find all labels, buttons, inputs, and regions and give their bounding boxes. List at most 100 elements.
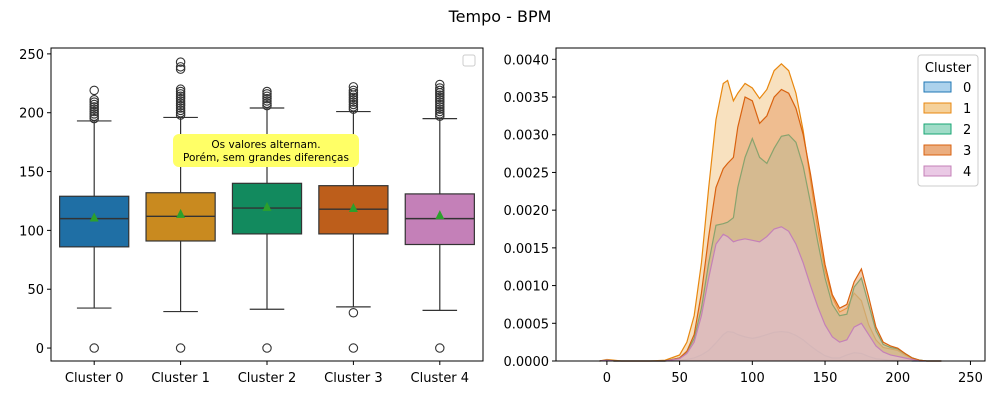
right-x-tick-label: 50 [671, 371, 688, 386]
outlier-point [435, 104, 445, 114]
left-y-axis: 0 50 100 150 200 250 [19, 48, 51, 357]
boxplot-series [59, 57, 475, 353]
left-y-tick-label: 100 [19, 224, 44, 239]
right-y-tick-label: 0.0025 [504, 166, 550, 181]
legend-title: Cluster [925, 61, 972, 76]
outlier-point [435, 79, 445, 90]
outlier-point [89, 111, 99, 121]
outlier-point [348, 343, 359, 353]
left-y-tick-label: 150 [19, 166, 44, 181]
mean-marker [435, 210, 445, 220]
left-x-tick-label: Cluster 3 [324, 371, 383, 386]
right-y-tick-label: 0.0020 [504, 204, 550, 219]
outlier-point [89, 95, 99, 105]
box-1 [145, 57, 216, 353]
density-line-cluster-4 [599, 226, 942, 362]
right-x-tick-label: 250 [958, 371, 983, 386]
outlier-point [175, 57, 186, 67]
left-y-tick-label: 200 [19, 107, 44, 122]
outlier-point [435, 343, 445, 353]
outlier-point [262, 343, 272, 353]
outlier-point [262, 98, 272, 109]
legend-label-cluster-2: 2 [963, 123, 971, 138]
annotation-background [173, 134, 359, 167]
outlier-point [348, 95, 359, 105]
outlier-point [175, 84, 186, 94]
left-x-tick-label: Cluster 4 [411, 371, 470, 386]
outlier-point [348, 99, 359, 110]
outlier-point [89, 99, 99, 110]
outlier-point [262, 91, 272, 101]
outlier-point [89, 102, 99, 112]
outlier-point [262, 86, 272, 97]
outlier-point [89, 97, 99, 107]
iqr-box [59, 195, 130, 248]
legend-label-cluster-3: 3 [963, 144, 971, 159]
outlier-point [435, 90, 445, 100]
legend-items: 0 1 2 3 4 [923, 81, 971, 180]
right-y-tick-label: 0.0005 [504, 317, 550, 332]
density-area-cluster-4 [599, 226, 942, 361]
outlier-point [175, 107, 186, 118]
box-4 [404, 79, 475, 353]
left-y-tick-label: 0 [36, 342, 44, 357]
outlier-point [262, 100, 272, 111]
outlier-point [348, 92, 359, 103]
mean-marker [348, 203, 358, 213]
annotation-line-1: Os valores alternam. [211, 139, 320, 151]
figure-title: Tempo - BPM [448, 7, 552, 26]
outlier-point [348, 102, 359, 112]
legend-swatch-cluster-2 [923, 123, 952, 135]
outlier-point [348, 85, 359, 96]
left-x-tick-label: Cluster 2 [238, 371, 297, 386]
right-axes-frame [555, 47, 986, 362]
outlier-point [89, 109, 99, 119]
density-series [599, 63, 942, 362]
outlier-point [175, 100, 186, 111]
legend-label-cluster-0: 0 [963, 81, 971, 96]
box-3 [318, 82, 389, 353]
outlier-point [175, 96, 186, 106]
density-chart: 0.0000 0.0005 0.0010 0.0015 0.0020 0.0025 0.00… [504, 47, 986, 386]
outlier-point [435, 102, 445, 112]
outlier-point [175, 110, 186, 120]
outlier-point [435, 111, 445, 121]
outlier-point [348, 87, 359, 98]
outlier-point [435, 85, 445, 96]
outlier-point [175, 343, 186, 353]
outlier-point [175, 91, 186, 101]
left-x-tick-label: Cluster 0 [65, 371, 124, 386]
outlier-point [348, 104, 359, 114]
outlier-point [348, 82, 359, 92]
right-x-tick-label: 150 [813, 371, 838, 386]
outlier-point [175, 62, 186, 72]
outlier-point [435, 95, 445, 105]
outlier-point [175, 89, 186, 99]
left-y-tick-label: 50 [27, 283, 44, 298]
mean-marker [262, 201, 272, 211]
left-x-axis: Cluster 0 Cluster 1 Cluster 2 Cluster 3 Clus… [65, 361, 469, 386]
right-x-axis: 0 50 100 150 200 250 [603, 361, 983, 386]
right-y-tick-label: 0.0015 [504, 242, 550, 257]
mean-marker [89, 212, 99, 222]
outlier-point [89, 106, 99, 117]
outlier-point [262, 93, 272, 104]
outlier-point [175, 86, 186, 97]
outlier-point [175, 64, 186, 74]
left-y-tick-label: 250 [19, 48, 44, 63]
legend-label-cluster-1: 1 [963, 102, 971, 117]
outlier-point [175, 98, 186, 109]
outlier-point [89, 85, 99, 96]
density-line-cluster-3 [599, 88, 942, 362]
outlier-point [435, 106, 445, 117]
outlier-point [262, 89, 272, 99]
outlier-point [435, 83, 445, 93]
box-2 [231, 86, 303, 353]
legend: Cluster 0 1 2 3 4 [917, 54, 979, 187]
legend-swatch-cluster-1 [923, 102, 952, 114]
outlier-point [262, 96, 272, 106]
outlier-point [435, 92, 445, 103]
legend-label-cluster-4: 4 [963, 165, 971, 180]
right-y-tick-label: 0.0030 [504, 129, 550, 144]
